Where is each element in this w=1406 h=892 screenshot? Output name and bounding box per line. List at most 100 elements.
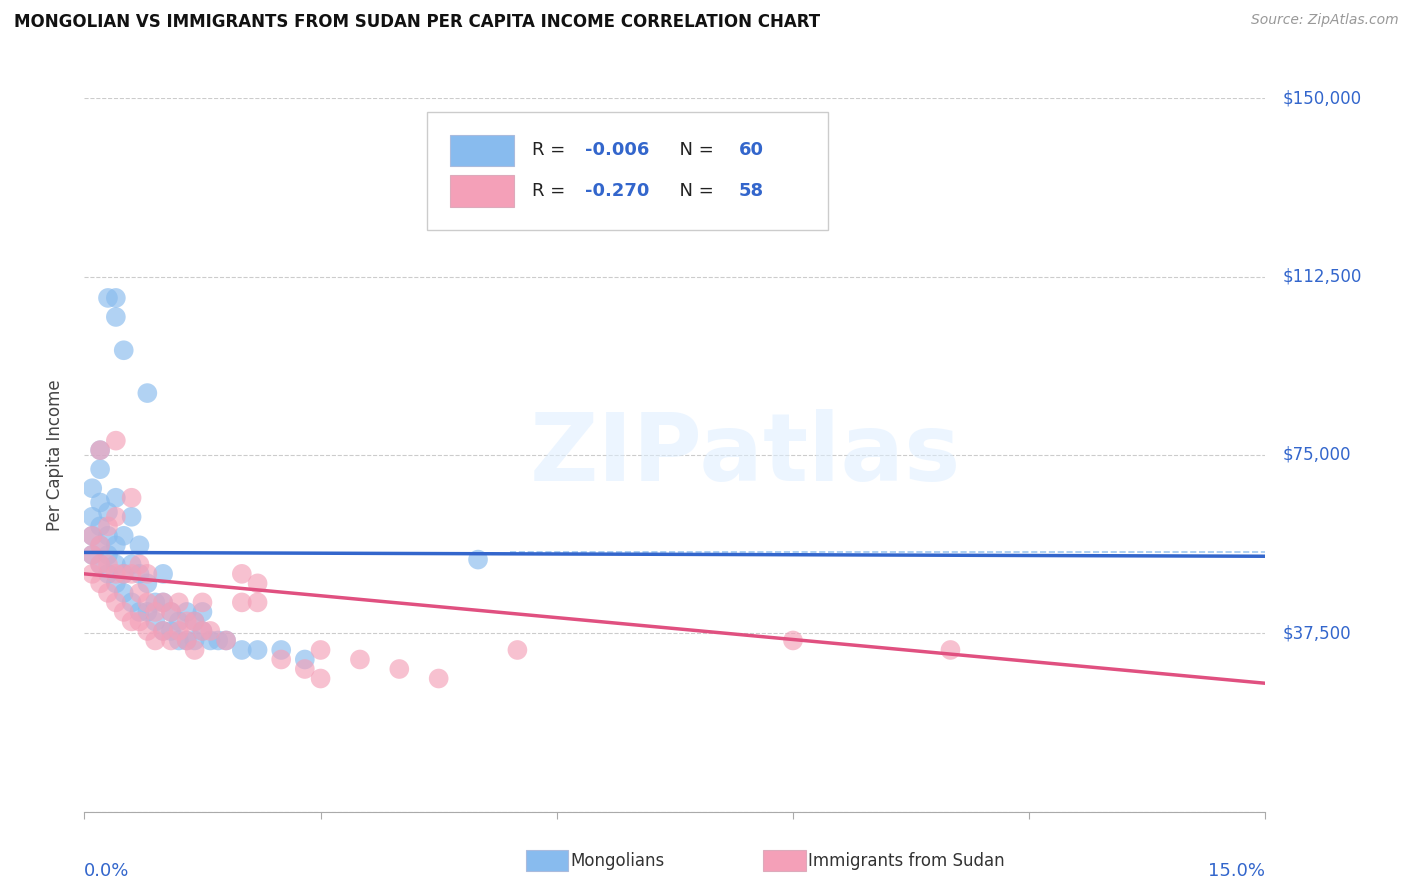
Text: $112,500: $112,500 <box>1284 268 1362 285</box>
Point <box>121 558 143 572</box>
Point <box>112 586 135 600</box>
Text: R =: R = <box>531 182 571 200</box>
Text: $150,000: $150,000 <box>1284 89 1362 107</box>
Point <box>349 652 371 666</box>
Point <box>143 595 166 609</box>
Point <box>89 519 111 533</box>
Point <box>82 566 104 581</box>
Point <box>97 566 120 581</box>
Point <box>104 310 127 324</box>
Point <box>200 633 222 648</box>
FancyBboxPatch shape <box>427 112 828 230</box>
Point <box>89 462 111 476</box>
Point <box>246 595 269 609</box>
Point <box>97 519 120 533</box>
Point <box>128 538 150 552</box>
Point <box>294 652 316 666</box>
Point <box>160 605 183 619</box>
Point <box>89 495 111 509</box>
Point <box>176 633 198 648</box>
Point <box>97 291 120 305</box>
Point <box>128 558 150 572</box>
Text: MONGOLIAN VS IMMIGRANTS FROM SUDAN PER CAPITA INCOME CORRELATION CHART: MONGOLIAN VS IMMIGRANTS FROM SUDAN PER C… <box>14 13 820 31</box>
Text: 15.0%: 15.0% <box>1208 862 1265 880</box>
Point <box>152 595 174 609</box>
Text: ZIPatlas: ZIPatlas <box>530 409 962 501</box>
Point <box>82 548 104 562</box>
Point <box>97 529 120 543</box>
Text: N =: N = <box>668 182 720 200</box>
Point <box>89 538 111 552</box>
Point <box>152 624 174 638</box>
Point <box>128 605 150 619</box>
Point <box>183 643 205 657</box>
Point <box>467 552 489 566</box>
Text: Mongolians: Mongolians <box>571 852 665 870</box>
Point <box>176 615 198 629</box>
Point <box>939 643 962 657</box>
Point <box>128 586 150 600</box>
Point <box>200 624 222 638</box>
Text: N =: N = <box>668 141 720 159</box>
Point <box>143 615 166 629</box>
Point <box>191 595 214 609</box>
Point <box>183 615 205 629</box>
Point <box>97 586 120 600</box>
Point <box>82 529 104 543</box>
Point <box>152 624 174 638</box>
Point <box>270 652 292 666</box>
Point <box>152 566 174 581</box>
Text: R =: R = <box>531 141 571 159</box>
Point <box>121 615 143 629</box>
Text: 60: 60 <box>738 141 763 159</box>
Point <box>128 615 150 629</box>
Point <box>207 633 229 648</box>
Point <box>176 605 198 619</box>
Point <box>152 595 174 609</box>
Point <box>121 491 143 505</box>
Point <box>104 434 127 448</box>
Point <box>136 386 159 401</box>
Point <box>183 633 205 648</box>
Text: $75,000: $75,000 <box>1284 446 1351 464</box>
Point <box>215 633 238 648</box>
Point <box>136 595 159 609</box>
Point <box>104 509 127 524</box>
FancyBboxPatch shape <box>450 175 515 207</box>
Point <box>309 672 332 686</box>
Point <box>112 566 135 581</box>
Point <box>246 576 269 591</box>
Text: -0.006: -0.006 <box>585 141 650 159</box>
Point <box>104 576 127 591</box>
Point <box>176 633 198 648</box>
Point <box>183 615 205 629</box>
Text: Immigrants from Sudan: Immigrants from Sudan <box>808 852 1005 870</box>
Point <box>89 443 111 458</box>
Point <box>270 643 292 657</box>
Text: $37,500: $37,500 <box>1284 624 1351 642</box>
Point <box>136 624 159 638</box>
Point <box>215 633 238 648</box>
Point <box>104 566 127 581</box>
Text: 0.0%: 0.0% <box>84 862 129 880</box>
Point <box>231 595 253 609</box>
Point <box>104 558 127 572</box>
Point <box>136 576 159 591</box>
Point <box>121 595 143 609</box>
Point <box>231 643 253 657</box>
Point <box>89 558 111 572</box>
Point <box>97 558 120 572</box>
Point <box>246 643 269 657</box>
Point <box>112 566 135 581</box>
Point <box>160 624 183 638</box>
Point <box>191 624 214 638</box>
Point <box>112 343 135 358</box>
Point <box>97 548 120 562</box>
Point <box>167 595 190 609</box>
Point <box>104 291 127 305</box>
Point <box>104 491 127 505</box>
Point <box>136 566 159 581</box>
Point <box>104 538 127 552</box>
Point <box>136 605 159 619</box>
Point <box>89 558 111 572</box>
